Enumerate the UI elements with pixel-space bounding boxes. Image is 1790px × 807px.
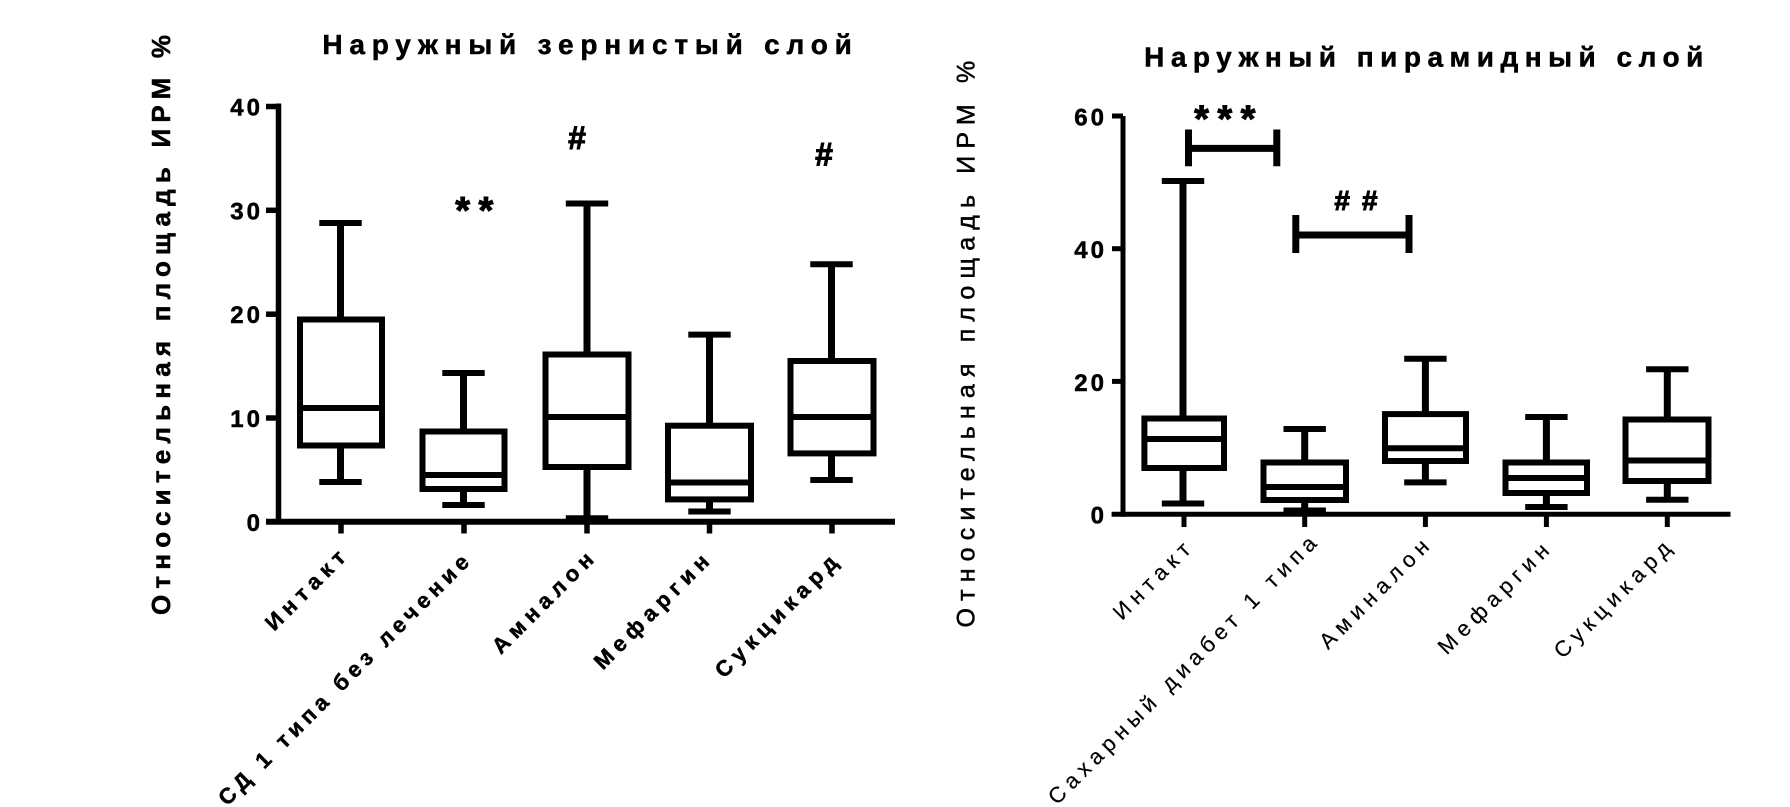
svg-text:#: # xyxy=(815,137,833,173)
svg-text:Относительная площадь ИРМ %: Относительная площадь ИРМ % xyxy=(953,54,981,628)
svg-text:0: 0 xyxy=(247,510,263,537)
svg-text:Относительная площадь ИРМ %: Относительная площадь ИРМ % xyxy=(146,29,176,615)
svg-text:30: 30 xyxy=(230,198,263,225)
svg-text:40: 40 xyxy=(1074,237,1107,264)
svg-text:60: 60 xyxy=(1074,105,1107,132)
svg-text:10: 10 xyxy=(230,406,263,433)
svg-text:##: ## xyxy=(1334,185,1389,216)
svg-text:Наружный пирамидный слой: Наружный пирамидный слой xyxy=(1144,42,1710,73)
svg-text:Наружный зернистый слой: Наружный зернистый слой xyxy=(322,29,858,60)
svg-text:20: 20 xyxy=(230,302,263,329)
svg-text:20: 20 xyxy=(1074,370,1107,397)
svg-text:0: 0 xyxy=(1091,503,1107,530)
svg-text:**: ** xyxy=(455,190,502,232)
svg-text:40: 40 xyxy=(230,95,263,122)
svg-text:***: *** xyxy=(1194,99,1264,141)
svg-text:#: # xyxy=(568,120,586,156)
